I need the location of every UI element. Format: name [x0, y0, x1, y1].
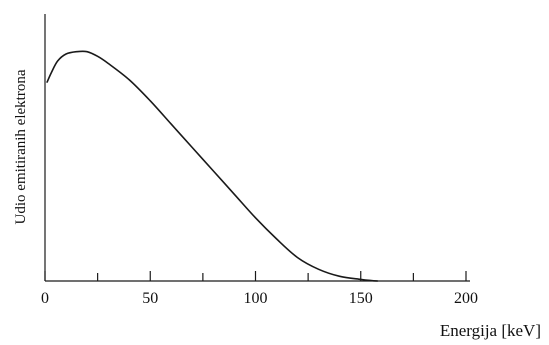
y-axis-label: Udio emitiranih elektrona: [13, 69, 29, 224]
x-axis-label: Energija [keV]: [440, 321, 541, 340]
x-tick-label: 150: [349, 290, 373, 307]
x-tick-label: 100: [244, 290, 268, 307]
x-tick-label: 0: [41, 290, 49, 307]
x-tick-label: 50: [142, 290, 158, 307]
x-ticks: [44, 271, 467, 281]
x-tick-label: 200: [454, 290, 478, 307]
series-line: [46, 50, 379, 282]
x-tick-labels: 0 50 100 150 200: [41, 290, 478, 307]
